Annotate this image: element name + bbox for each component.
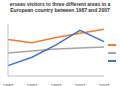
- svg-text:1992: 1992: [26, 83, 37, 86]
- html-text:erseas visitors to three diffe: erseas visitors to three different areas…: [9, 1, 111, 13]
- svg-text:2002: 2002: [74, 83, 85, 86]
- svg-text:1987: 1987: [8, 83, 14, 86]
- svg-text:2007: 2007: [98, 83, 109, 86]
- svg-text:1997: 1997: [50, 83, 61, 86]
